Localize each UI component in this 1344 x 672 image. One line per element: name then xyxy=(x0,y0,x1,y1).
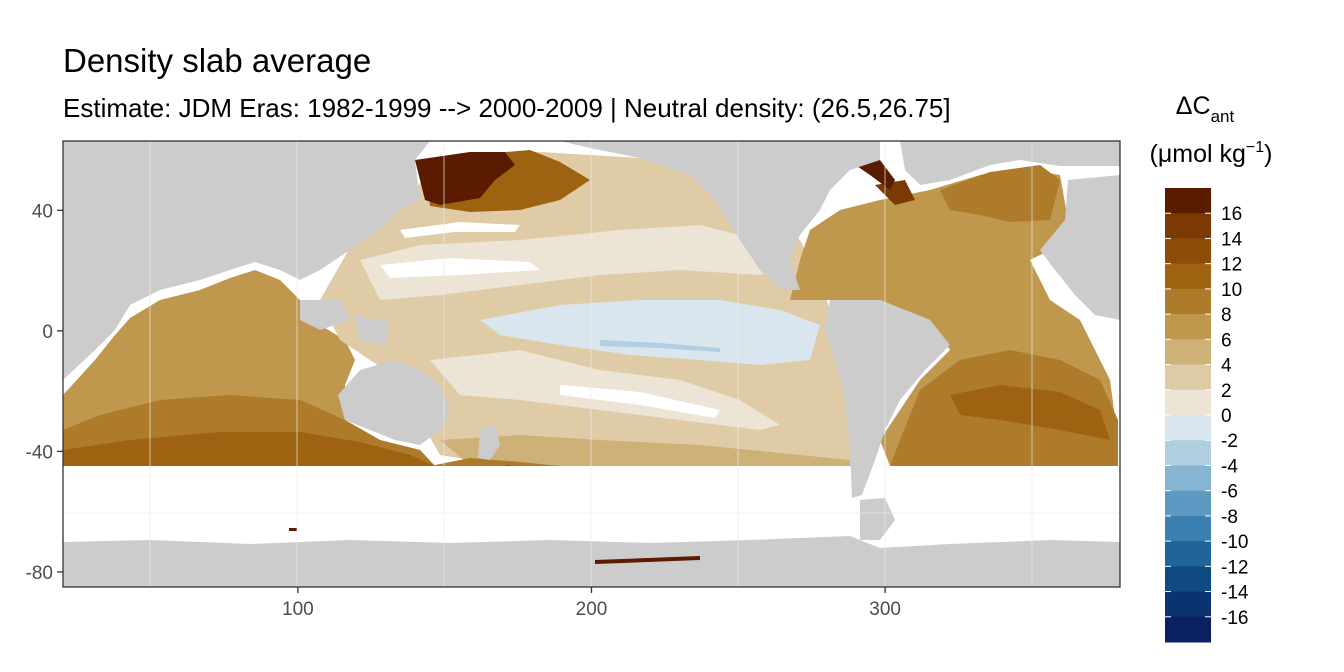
land-south-america xyxy=(825,300,950,498)
land-maritime-2 xyxy=(355,315,390,345)
legend-color-step xyxy=(1165,591,1211,618)
legend-color-step xyxy=(1165,440,1211,466)
gridlines xyxy=(63,141,1120,587)
legend-labels: 16 14 12 10 8 6 4 2 0 -2 -4 -6 -8 -10 -12 -14 -16 xyxy=(1165,204,1249,629)
pacific-negative-streak xyxy=(600,340,720,352)
antarctic-coast-strip xyxy=(595,556,700,564)
land-eurasia-west xyxy=(63,141,430,380)
legend-title-main: ΔCant xyxy=(1176,92,1235,126)
legend-color-step xyxy=(1165,339,1211,366)
legend-label: 2 xyxy=(1221,381,1232,402)
legend-label: 0 xyxy=(1221,406,1232,427)
legend-label: -8 xyxy=(1221,507,1238,528)
x-tick-label: 100 xyxy=(282,599,314,620)
y-tick-label: -40 xyxy=(26,442,53,463)
legend-color-step xyxy=(1165,213,1211,239)
legend-label: 16 xyxy=(1221,204,1242,225)
land-new-zealand xyxy=(478,425,500,460)
land-maritime-1 xyxy=(300,300,350,330)
pacific-light-band xyxy=(360,225,790,300)
legend-label: -6 xyxy=(1221,482,1238,503)
legend-color-step xyxy=(1165,389,1211,416)
y-tick-label: 0 xyxy=(42,322,53,343)
atlantic-north-band xyxy=(940,165,1060,222)
legend-label: 14 xyxy=(1221,229,1243,250)
pacific-negative-zone xyxy=(480,300,820,365)
legend-label: -10 xyxy=(1221,532,1248,553)
legend-label: 8 xyxy=(1221,305,1232,326)
land-australia xyxy=(338,360,450,445)
legend-color-step xyxy=(1165,490,1211,517)
legend-color-step xyxy=(1165,364,1211,391)
land-greenland xyxy=(900,141,1120,185)
legend-label: -12 xyxy=(1221,557,1248,578)
y-tick-label: -80 xyxy=(26,563,53,584)
legend-color-step xyxy=(1165,415,1211,441)
north-pacific-hotspot xyxy=(415,152,515,205)
legend-color-step xyxy=(1165,238,1211,265)
legend-color-step xyxy=(1165,541,1211,567)
x-tick-label: 200 xyxy=(576,599,608,620)
legend-label: 12 xyxy=(1221,255,1242,276)
legend-label: -2 xyxy=(1221,431,1238,452)
legend-color-step xyxy=(1165,288,1211,315)
indian-ocean-band xyxy=(63,432,435,466)
y-tick-label: 40 xyxy=(32,201,53,222)
legend-label: 6 xyxy=(1221,330,1232,351)
pacific-gap-1 xyxy=(380,258,540,278)
legend-label: 10 xyxy=(1221,280,1242,301)
chart-subtitle: Estimate: JDM Eras: 1982-1999 --> 2000-2… xyxy=(63,93,951,123)
legend-label: -4 xyxy=(1221,456,1238,477)
pacific-gap-2 xyxy=(560,385,720,418)
legend-colorbar xyxy=(1165,188,1211,643)
land-antarctic-peninsula xyxy=(860,498,895,540)
legend-color-step xyxy=(1165,263,1211,290)
legend-color-step xyxy=(1165,465,1211,492)
pacific-gap-3 xyxy=(400,222,520,238)
legend: ΔCant (μmol kg−1) 16 14 12 10 8 6 4 2 0 -2 -4 -6 -8 -… xyxy=(1150,92,1273,643)
y-axis: 40 0 -40 -80 xyxy=(26,201,63,584)
legend-color-step xyxy=(1165,188,1211,214)
antarctic-coast-strip-2 xyxy=(289,528,297,531)
x-tick-label: 300 xyxy=(869,599,901,620)
chart-title: Density slab average xyxy=(63,42,372,79)
legend-color-step xyxy=(1165,566,1211,593)
legend-title-unit: (μmol kg−1) xyxy=(1150,139,1273,168)
legend-color-step xyxy=(1165,515,1211,542)
legend-color-step xyxy=(1165,616,1211,643)
land-europe-east xyxy=(1040,175,1120,320)
legend-label: -14 xyxy=(1221,583,1249,604)
legend-label: 4 xyxy=(1221,356,1232,377)
legend-color-step xyxy=(1165,314,1211,340)
map-panel xyxy=(63,141,1120,587)
legend-label: -16 xyxy=(1221,608,1248,629)
atlantic-south-dark xyxy=(950,385,1110,440)
x-axis: 100 200 300 xyxy=(282,587,901,620)
land-north-america xyxy=(560,141,880,290)
